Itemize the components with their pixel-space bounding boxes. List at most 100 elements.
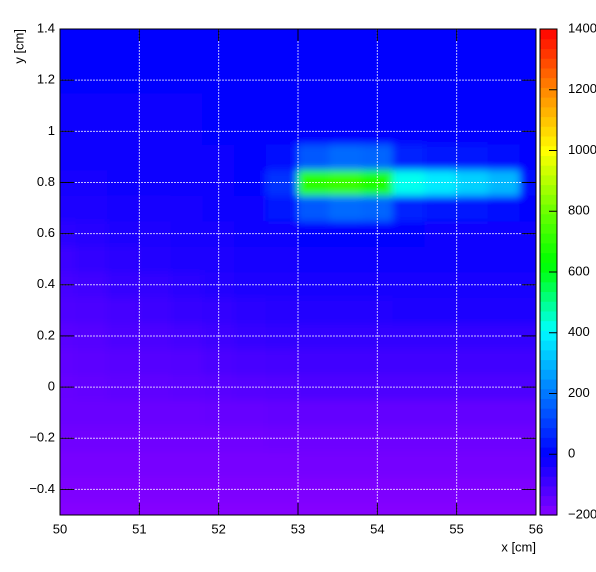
cell — [60, 399, 77, 426]
cell — [392, 348, 426, 375]
cell — [519, 297, 536, 324]
colorbar-band — [540, 48, 557, 59]
cell — [487, 297, 521, 324]
cell — [234, 501, 267, 515]
cell — [75, 41, 109, 68]
cell — [456, 399, 489, 426]
cell — [170, 399, 204, 426]
colorbar-band — [540, 67, 557, 79]
cell — [392, 194, 426, 222]
cell — [234, 450, 267, 478]
cell — [75, 143, 109, 171]
cell — [234, 297, 267, 324]
cell — [424, 399, 458, 426]
cell — [265, 41, 299, 68]
cell — [265, 450, 299, 478]
colorbar-band — [540, 378, 557, 390]
y-tick-label: 0.6 — [37, 225, 55, 240]
colorbar-band — [540, 398, 557, 409]
cell — [138, 399, 172, 426]
cell — [424, 245, 458, 273]
colorbar-band — [540, 476, 557, 487]
cell — [75, 348, 109, 375]
z-tick-label: 1000 — [568, 142, 596, 157]
z-tick-label: 600 — [568, 263, 590, 278]
colorbar-band — [540, 242, 557, 254]
cell — [456, 501, 489, 515]
cell — [202, 348, 236, 375]
cell — [392, 501, 426, 515]
y-axis-title: y [cm] — [11, 29, 26, 64]
cell — [519, 450, 536, 478]
cell — [202, 450, 236, 478]
cell — [265, 297, 299, 324]
cell — [107, 41, 140, 68]
colorbar-band — [540, 97, 557, 108]
cell — [265, 194, 299, 222]
cell — [392, 245, 426, 273]
cell — [424, 194, 458, 222]
cell — [329, 29, 362, 43]
cell — [75, 194, 109, 222]
colorbar-band — [540, 281, 557, 293]
cell — [519, 143, 536, 171]
colorbar-band — [540, 145, 557, 156]
cell — [60, 29, 77, 43]
cell — [456, 348, 489, 375]
cell — [329, 92, 362, 120]
cell — [360, 245, 394, 273]
cell — [265, 245, 299, 273]
cell — [297, 29, 331, 43]
cell — [487, 348, 521, 375]
colorbar-band — [540, 485, 557, 497]
cell — [360, 399, 394, 426]
colorbar-band — [540, 194, 557, 205]
cell — [234, 143, 267, 171]
cell — [234, 41, 267, 68]
cell — [424, 92, 458, 120]
colorbar-band — [540, 106, 557, 118]
cell — [519, 41, 536, 68]
cell — [138, 245, 172, 273]
cell — [297, 297, 331, 324]
colorbar-band — [540, 38, 557, 50]
cell — [75, 501, 109, 515]
cell — [424, 348, 458, 375]
cell — [138, 143, 172, 171]
cell — [202, 399, 236, 426]
cell — [487, 92, 521, 120]
colorbar-band — [540, 213, 557, 224]
x-tick-label: 55 — [449, 521, 463, 536]
cell — [60, 41, 77, 68]
colorbar-band — [540, 495, 557, 506]
colorbar-band — [540, 456, 557, 467]
y-tick-label: −0.4 — [29, 481, 55, 496]
cell — [392, 41, 426, 68]
cell — [170, 92, 204, 120]
y-tick-label: 0.8 — [37, 174, 55, 189]
cell — [265, 143, 299, 171]
y-tick-label: 1.4 — [37, 20, 55, 35]
cell — [297, 501, 331, 515]
cell — [329, 450, 362, 478]
cell — [360, 297, 394, 324]
cell — [297, 143, 331, 171]
cell — [297, 41, 331, 68]
cell — [170, 297, 204, 324]
cell — [170, 348, 204, 375]
cell — [107, 450, 140, 478]
cell — [75, 245, 109, 273]
cell — [138, 501, 172, 515]
colorbar-band — [540, 126, 557, 137]
cell — [60, 348, 77, 375]
cell — [107, 297, 140, 324]
cell — [138, 194, 172, 222]
cell — [60, 194, 77, 222]
cell — [456, 245, 489, 273]
cell — [360, 348, 394, 375]
colorbar-band — [540, 359, 557, 370]
colorbar-band — [540, 427, 557, 438]
z-tick-label: 1200 — [568, 81, 596, 96]
cell — [456, 143, 489, 171]
